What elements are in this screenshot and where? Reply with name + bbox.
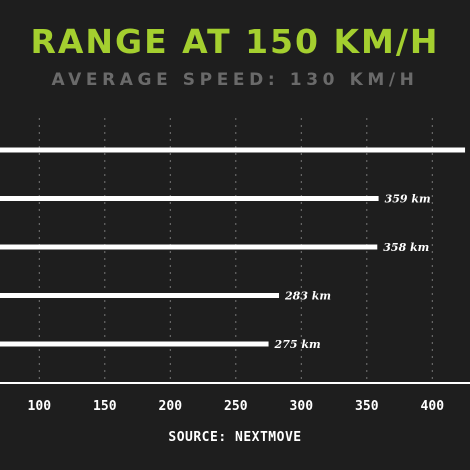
gridlines [38, 118, 433, 382]
data-label: 358 km [383, 241, 429, 254]
chart-subtitle: AVERAGE SPEED: 130 KM/H [51, 70, 419, 90]
data-label: 283 km [284, 290, 331, 303]
x-tick-label: 150 [93, 399, 117, 414]
x-tick-label: 250 [224, 399, 248, 414]
x-tick-labels: 100 150 200 250 300 350 400 [28, 399, 445, 414]
bar [0, 147, 466, 153]
data-label: 359 km [385, 193, 431, 206]
x-tick-label: 300 [290, 399, 314, 414]
chart-title: RANGE AT 150 KM/H [30, 22, 440, 61]
data-labels: 359 km 358 km 283 km 275 km [274, 193, 431, 352]
x-tick-label: 200 [159, 399, 183, 414]
bar [0, 244, 378, 250]
x-tick-label: 100 [28, 399, 52, 414]
x-tick-label: 350 [355, 399, 379, 414]
bars [0, 147, 466, 347]
bar [0, 196, 379, 201]
bar [0, 293, 280, 298]
data-label: 275 km [274, 338, 321, 351]
x-tick-label: 400 [421, 399, 445, 414]
bar [0, 341, 269, 347]
source-note: SOURCE: NEXTMOVE [168, 430, 302, 445]
